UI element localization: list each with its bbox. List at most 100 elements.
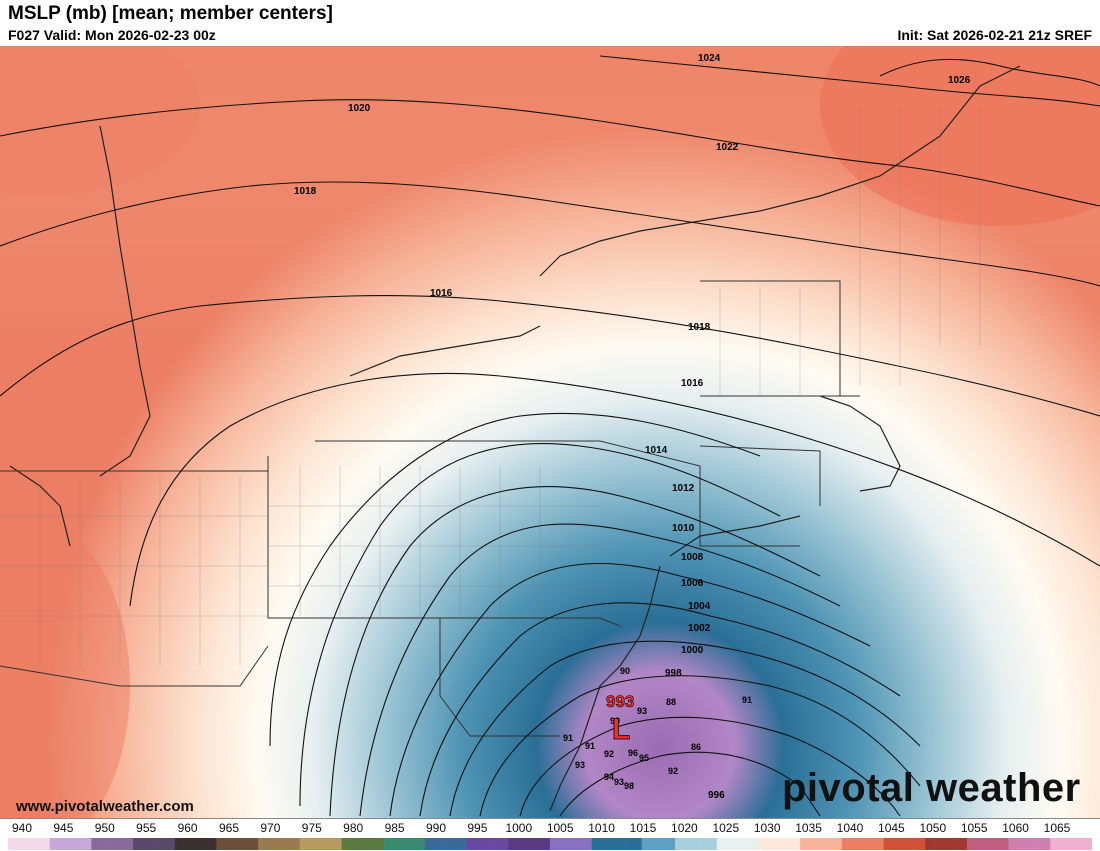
svg-text:1014: 1014 [645, 445, 668, 456]
colorbar-swatch [733, 838, 743, 850]
colorbar-tick-label: 1025 [712, 821, 740, 835]
colorbar-tick-label: 1035 [795, 821, 822, 835]
svg-text:1026: 1026 [948, 75, 971, 86]
colorbar-swatch [908, 838, 918, 850]
colorbar-swatch [516, 838, 526, 850]
colorbar-swatch [224, 838, 234, 850]
colorbar-swatch [116, 838, 126, 850]
brand-logo: pivotal weather [782, 766, 1081, 816]
colorbar-swatch [1000, 838, 1009, 850]
colorbar-swatch [208, 838, 217, 850]
colorbar-swatch [316, 838, 326, 850]
colorbar-swatch [791, 838, 801, 850]
svg-text:91: 91 [563, 733, 573, 743]
colorbar-swatch [449, 838, 459, 850]
svg-text:1016: 1016 [681, 378, 704, 389]
colorbar-swatch [716, 838, 726, 850]
svg-text:1000: 1000 [681, 645, 704, 656]
svg-text:96: 96 [628, 748, 638, 758]
colorbar-swatch [916, 838, 926, 850]
colorbar-swatch [933, 838, 943, 850]
colorbar-swatch [691, 838, 701, 850]
colorbar-swatch [91, 838, 101, 850]
colorbar-swatch [133, 838, 142, 850]
colorbar-swatch [241, 838, 251, 850]
colorbar-tick-label: 955 [136, 821, 157, 835]
colorbar-swatch [249, 838, 259, 850]
svg-text:1016: 1016 [430, 288, 453, 299]
svg-text:86: 86 [691, 742, 701, 752]
colorbar-tick-label: 995 [467, 821, 488, 835]
colorbar-swatch [850, 838, 859, 850]
colorbar-swatch [608, 838, 618, 850]
colorbar-swatch [183, 838, 192, 850]
colorbar-swatch [783, 838, 793, 850]
colorbar-swatch [99, 838, 109, 850]
colorbar-swatch [441, 838, 451, 850]
colorbar-swatch [399, 838, 409, 850]
colorbar-swatch [508, 838, 517, 850]
member-centers: 90 88 91 93 91 92 96 95 86 93 94 93 98 9… [563, 666, 752, 791]
colorbar-swatch [633, 838, 643, 850]
colorbar-swatch [24, 838, 34, 850]
state-borders [0, 280, 860, 737]
svg-text:91: 91 [742, 695, 752, 705]
svg-text:1004: 1004 [688, 601, 711, 612]
colorbar-swatch [524, 838, 534, 850]
pressure-map: 1024 1026 1020 1022 1018 1016 1018 1016 … [0, 46, 1100, 818]
svg-text:1010: 1010 [672, 523, 695, 534]
colorbar-tick-label: 1030 [753, 821, 781, 835]
colorbar-swatch [800, 838, 809, 850]
colorbar-swatch [858, 838, 868, 850]
colorbar-swatch [700, 838, 709, 850]
colorbar-tick-label: 945 [53, 821, 74, 835]
colorbar-swatch [925, 838, 934, 850]
colorbar-swatch [583, 838, 592, 850]
colorbar-tick-label: 1005 [546, 821, 574, 835]
svg-text:1012: 1012 [672, 483, 695, 494]
colorbar-swatch [16, 838, 25, 850]
colorbar-swatch [491, 838, 501, 850]
colorbar-swatch [650, 838, 659, 850]
colorbar-swatch [41, 838, 50, 850]
colorbar-swatch [558, 838, 567, 850]
colorbar-tick-label: 965 [218, 821, 240, 835]
colorbar-swatch [625, 838, 634, 850]
colorbar-swatch [758, 838, 768, 850]
colorbar-swatch [616, 838, 626, 850]
colorbar-swatch [825, 838, 834, 850]
website-credit: www.pivotalweather.com [16, 798, 194, 815]
colorbar-swatch [1033, 838, 1043, 850]
colorbar-swatch [108, 838, 117, 850]
svg-text:93: 93 [575, 760, 585, 770]
colorbar-swatch [66, 838, 76, 850]
colorbar-swatch [124, 838, 134, 850]
colorbar-swatch [291, 838, 301, 850]
colorbar-swatch [499, 838, 509, 850]
valid-time: F027 Valid: Mon 2026-02-23 00z [8, 27, 216, 43]
colorbar-swatch [333, 838, 342, 850]
colorbar-tick-label: 1000 [505, 821, 533, 835]
colorbar-swatch [166, 838, 176, 850]
svg-text:93: 93 [637, 706, 647, 716]
colorbar-swatch [8, 838, 17, 850]
colorbar-swatch [174, 838, 184, 850]
colorbar-strip [8, 838, 1092, 850]
colorbar-swatch [149, 838, 159, 850]
colorbar-swatch [675, 838, 684, 850]
colorbar-tick-label: 1040 [836, 821, 864, 835]
svg-text:91: 91 [585, 741, 595, 751]
colorbar-swatch [766, 838, 776, 850]
low-pressure-center: 993 L [606, 692, 635, 747]
county-lines [0, 106, 981, 666]
colorbar-tick-label: 990 [425, 821, 447, 835]
colorbar-swatch [983, 838, 993, 850]
colorbar-swatch [775, 838, 784, 850]
colorbar-swatch [566, 838, 576, 850]
svg-text:98: 98 [624, 781, 634, 791]
colorbar-swatch [941, 838, 951, 850]
svg-text:1024: 1024 [698, 53, 721, 64]
colorbar-swatch [1016, 838, 1026, 850]
colorbar-swatch [958, 838, 968, 850]
colorbar-swatch [216, 838, 226, 850]
